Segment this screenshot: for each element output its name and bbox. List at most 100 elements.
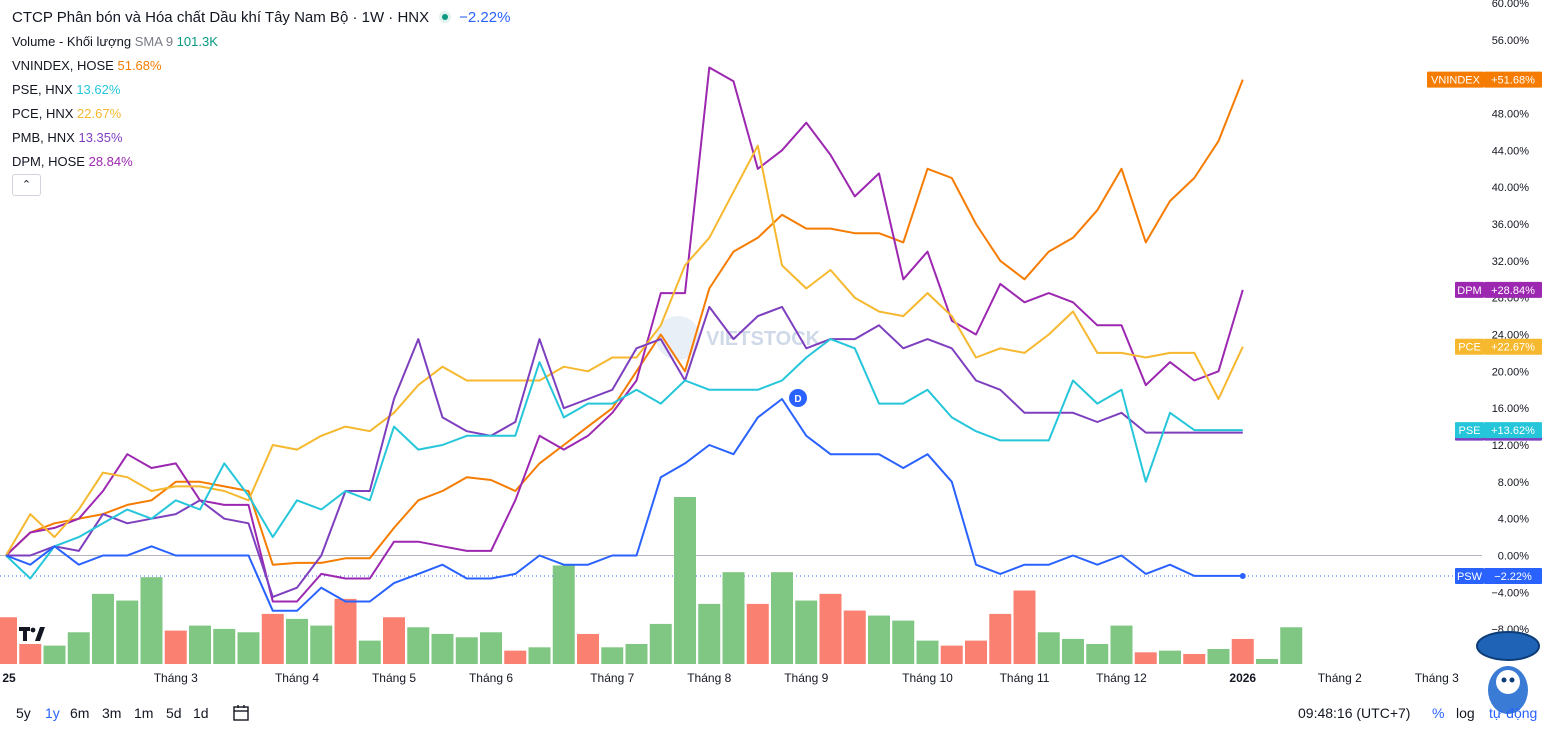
volume-bar <box>601 647 624 664</box>
legend-dpm-name: DPM, HOSE <box>12 154 85 169</box>
legend-pce-row[interactable]: PCE, HNX 22.67% <box>12 102 510 126</box>
series-line-vnindex <box>5 79 1244 566</box>
date-range-calendar-icon[interactable] <box>232 703 252 723</box>
legend-pce-name: PCE, HNX <box>12 106 74 121</box>
time-tick-label: Tháng 3 <box>1415 671 1459 685</box>
volume-bar <box>116 600 139 664</box>
range-6m-button[interactable]: 6m <box>70 705 90 721</box>
volume-bar <box>1231 638 1254 664</box>
volume-bar <box>67 632 90 664</box>
tradingview-logo-icon[interactable] <box>18 624 46 646</box>
price-axis[interactable]: −8.00%−4.00%0.00%4.00%8.00%12.00%16.00%2… <box>1491 0 1529 636</box>
last-value-badge <box>1484 71 1542 88</box>
legend-dpm-value: 28.84% <box>88 154 133 169</box>
time-tick-label: Tháng 7 <box>590 671 634 685</box>
range-3m-button[interactable]: 3m <box>102 705 122 721</box>
price-tick-label: 56.00% <box>1492 35 1530 47</box>
dividend-marker-badge <box>789 389 807 407</box>
price-tick-label: 48.00% <box>1492 109 1530 121</box>
time-tick-label: Tháng 11 <box>1000 671 1050 685</box>
dividend-marker-label: D <box>794 394 801 405</box>
volume-bar <box>698 603 721 664</box>
volume-bar <box>625 643 648 664</box>
series-symbol-text: PSE <box>1458 425 1480 437</box>
legend-vnindex-value: 51.68% <box>117 58 162 73</box>
time-tick-label: Tháng 4 <box>275 671 319 685</box>
range-5y-button[interactable]: 5y <box>16 705 31 721</box>
legend-dpm-row[interactable]: DPM, HOSE 28.84% <box>12 150 510 174</box>
price-tick-label: 4.00% <box>1498 514 1529 526</box>
legend-volume-sma: SMA 9 <box>134 34 174 49</box>
volume-bar <box>843 610 866 664</box>
series-symbol-text: VNINDEX <box>1431 75 1481 87</box>
price-tick-label: 44.00% <box>1492 145 1530 157</box>
volume-bar <box>1110 625 1133 664</box>
volume-bar <box>0 617 17 664</box>
volume-bar <box>965 640 987 664</box>
series-symbol-tag <box>1427 71 1484 88</box>
legend-symbol-row[interactable]: CTCP Phân bón và Hóa chất Dầu khí Tây Na… <box>12 6 510 30</box>
price-tick-label: 32.00% <box>1492 256 1530 268</box>
symbol-title: CTCP Phân bón và Hóa chất Dầu khí Tây Na… <box>12 9 430 26</box>
volume-bar <box>528 647 551 664</box>
volume-bar <box>916 640 939 664</box>
legend-pmb-name: PMB, HNX <box>12 130 75 145</box>
dividend-event-marker[interactable]: D <box>789 389 807 407</box>
series-symbol-text: PSW <box>1457 571 1483 583</box>
legend-vnindex-row[interactable]: VNINDEX, HOSE 51.68% <box>12 54 510 78</box>
legend-pce-value: 22.67% <box>77 106 122 121</box>
legend-collapse-button[interactable]: ⌃ <box>12 174 41 196</box>
price-tick-label: 16.00% <box>1492 403 1530 415</box>
percent-scale-toggle[interactable]: % <box>1432 705 1445 721</box>
volume-bar <box>1159 650 1181 664</box>
volume-bar <box>43 645 66 664</box>
time-tick-label: Tháng 9 <box>784 671 828 685</box>
last-value-text: −2.22% <box>1494 571 1532 583</box>
series-symbol-text: PCE <box>1458 342 1481 354</box>
range-1m-button[interactable]: 1m <box>134 705 154 721</box>
series-symbol-tag <box>1455 281 1484 298</box>
time-axis[interactable]: 25 Tháng 3 Tháng 4 Tháng 5 Tháng 6 Tháng 7 Thá… <box>2 671 1459 685</box>
price-tick-label: 0.00% <box>1498 551 1529 563</box>
volume-bar <box>989 613 1012 664</box>
price-tick-label: 20.00% <box>1492 366 1530 378</box>
series-symbol-tag <box>1455 422 1484 439</box>
series-symbol-tag <box>1455 567 1484 584</box>
volume-bar <box>431 633 454 664</box>
volume-bar <box>261 613 284 664</box>
log-scale-toggle[interactable]: log <box>1456 705 1475 721</box>
volume-bar <box>674 497 696 664</box>
volume-bar <box>1134 652 1157 664</box>
time-tick-label: Tháng 10 <box>902 671 953 685</box>
legend-volume-row[interactable]: Volume - Khối lượng SMA 9 101.3K <box>12 30 510 54</box>
legend-pmb-row[interactable]: PMB, HNX 13.35% <box>12 126 510 150</box>
range-5d-button[interactable]: 5d <box>166 705 182 721</box>
legend-pse-row[interactable]: PSE, HNX 13.62% <box>12 78 510 102</box>
range-1y-button[interactable]: 1y <box>45 705 60 721</box>
series-line-pse <box>5 338 1243 580</box>
volume-bar <box>892 620 915 664</box>
volume-bar <box>286 618 308 664</box>
volume-bar <box>868 615 890 664</box>
time-tick-label: Tháng 6 <box>469 671 513 685</box>
time-tick-label: 2026 <box>1229 671 1256 685</box>
volume-bar <box>1256 658 1278 664</box>
volume-bar <box>455 637 478 664</box>
price-chart[interactable]: VIETSTOCK −8.00%−4.00%0.00%4.00%8.00%12.… <box>0 0 1547 697</box>
last-value-badge <box>1484 567 1542 584</box>
time-tick-label: Tháng 3 <box>154 671 198 685</box>
legend-pse-value: 13.62% <box>76 82 121 97</box>
range-1d-button[interactable]: 1d <box>193 705 209 721</box>
time-tick-label: Tháng 12 <box>1096 671 1147 685</box>
time-tick-label: Tháng 8 <box>687 671 731 685</box>
last-value-badge <box>1484 281 1542 298</box>
volume-bar <box>722 572 745 664</box>
volume-bar <box>480 632 502 664</box>
volume-bar <box>1280 627 1303 664</box>
volume-bar <box>310 625 333 664</box>
legend-pmb-value: 13.35% <box>78 130 123 145</box>
auto-scale-toggle[interactable]: tự động <box>1489 705 1538 721</box>
clock-timezone[interactable]: 09:48:16 (UTC+7) <box>1298 705 1411 721</box>
volume-bar <box>1013 590 1036 664</box>
vietstock-watermark: VIETSTOCK <box>656 316 821 360</box>
